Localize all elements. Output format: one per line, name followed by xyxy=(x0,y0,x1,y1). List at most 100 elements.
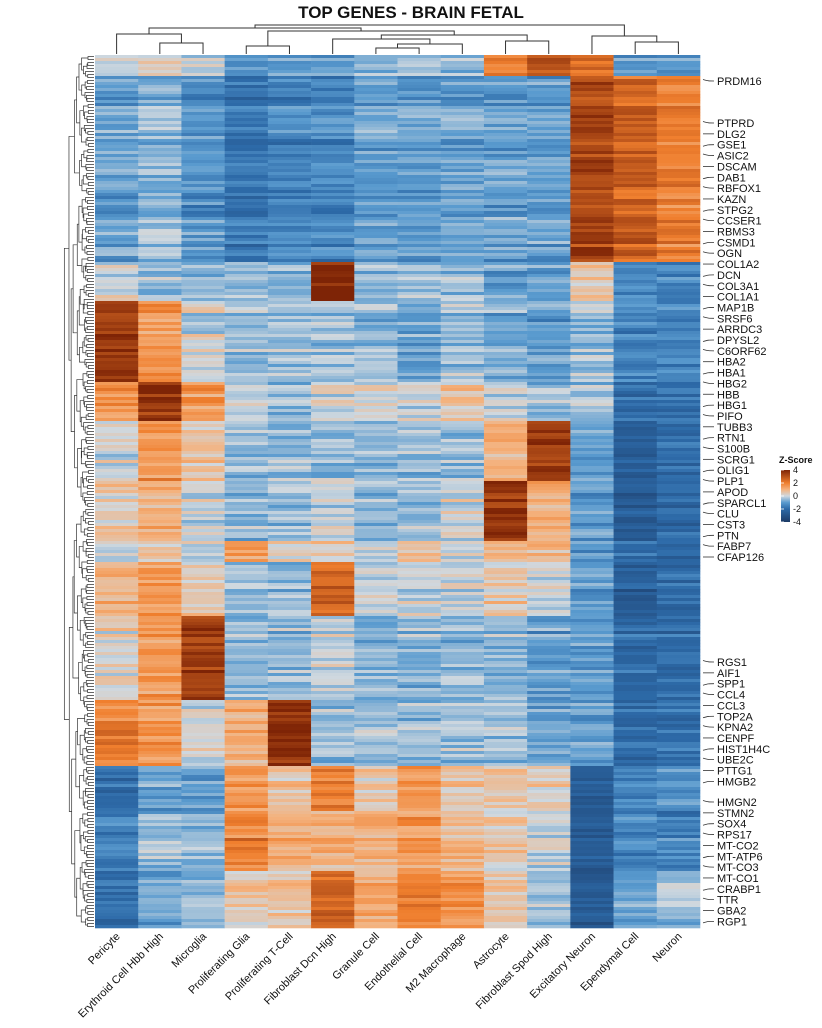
heatmap-cell xyxy=(95,127,139,131)
heatmap-cell xyxy=(613,493,658,497)
heatmap-cell xyxy=(570,172,614,176)
heatmap-cell xyxy=(181,262,225,266)
heatmap-cell xyxy=(656,73,701,77)
heatmap-cell xyxy=(397,106,442,110)
heatmap-cell xyxy=(311,892,355,896)
heatmap-cell xyxy=(397,454,442,458)
heatmap-cell xyxy=(354,583,398,587)
heatmap-cell xyxy=(95,619,139,623)
heatmap-cell xyxy=(181,757,225,761)
heatmap-cell xyxy=(397,583,442,587)
heatmap-cell xyxy=(440,856,485,860)
heatmap-cell xyxy=(267,613,312,617)
heatmap-cell xyxy=(95,94,139,98)
heatmap-cell xyxy=(397,379,442,383)
heatmap-cell xyxy=(138,688,182,692)
heatmap-cell xyxy=(397,781,442,785)
heatmap-cell xyxy=(483,439,528,443)
heatmap-cell xyxy=(267,436,312,440)
heatmap-cell xyxy=(483,655,528,659)
heatmap-cell xyxy=(527,469,571,473)
heatmap-cell xyxy=(224,670,269,674)
heatmap-cell xyxy=(267,502,312,506)
heatmap-cell xyxy=(483,280,528,284)
heatmap-cell xyxy=(95,736,139,740)
heatmap-cell xyxy=(224,646,269,650)
heatmap-cell xyxy=(570,106,614,110)
dendrogram-branch xyxy=(82,748,87,761)
heatmap-cell xyxy=(181,883,225,887)
heatmap-cell xyxy=(397,625,442,629)
dendrogram-branch xyxy=(79,818,83,844)
heatmap-cell xyxy=(656,808,701,812)
heatmap-cell xyxy=(138,532,182,536)
heatmap-cell xyxy=(397,814,442,818)
dendrogram-branch xyxy=(87,425,94,429)
heatmap-cell xyxy=(95,715,139,719)
heatmap-cell xyxy=(138,667,182,671)
heatmap-cell xyxy=(397,421,442,425)
heatmap-cell xyxy=(95,61,139,65)
heatmap-cell xyxy=(181,661,225,665)
heatmap-cell xyxy=(311,97,355,101)
heatmap-cell xyxy=(138,142,182,146)
heatmap-cell xyxy=(483,481,528,485)
heatmap-cell xyxy=(440,307,485,311)
heatmap-cell xyxy=(95,508,139,512)
heatmap-cell xyxy=(95,637,139,641)
heatmap-cell xyxy=(527,172,571,176)
heatmap-cell xyxy=(181,169,225,173)
heatmap-cell xyxy=(95,847,139,851)
heatmap-cell xyxy=(267,913,312,917)
heatmap-cell xyxy=(656,754,701,758)
heatmap-cell xyxy=(397,532,442,536)
heatmap-cell xyxy=(311,328,355,332)
dendrogram-branch xyxy=(87,830,94,834)
heatmap-cell xyxy=(397,526,442,530)
heatmap-cell xyxy=(138,199,182,203)
heatmap-cell xyxy=(440,670,485,674)
heatmap-cell xyxy=(527,859,571,863)
heatmap-cell xyxy=(138,421,182,425)
heatmap-cell xyxy=(181,820,225,824)
heatmap-cell xyxy=(181,439,225,443)
heatmap-cell xyxy=(354,823,398,827)
heatmap-cell xyxy=(267,655,312,659)
heatmap-cell xyxy=(656,913,701,917)
dendrogram-branch xyxy=(87,917,94,921)
heatmap-cell xyxy=(397,646,442,650)
heatmap-cell xyxy=(570,355,614,359)
heatmap-cell xyxy=(224,352,269,356)
heatmap-cell xyxy=(613,889,658,893)
heatmap-cell xyxy=(224,199,269,203)
heatmap-cell xyxy=(483,781,528,785)
heatmap-cell xyxy=(397,427,442,431)
heatmap-cell xyxy=(95,115,139,119)
heatmap-cell xyxy=(397,217,442,221)
heatmap-cell xyxy=(138,856,182,860)
heatmap-cell xyxy=(138,307,182,311)
heatmap-cell xyxy=(440,445,485,449)
dendrogram-branch xyxy=(87,512,94,516)
heatmap-cell xyxy=(354,652,398,656)
heatmap-cell xyxy=(527,787,571,791)
heatmap-cell xyxy=(483,799,528,803)
heatmap-cell xyxy=(95,538,139,542)
heatmap-cell xyxy=(397,520,442,524)
heatmap-cell xyxy=(224,115,269,119)
heatmap-cell xyxy=(138,106,182,110)
heatmap-cell xyxy=(613,805,658,809)
heatmap-cell xyxy=(354,397,398,401)
heatmap-cell xyxy=(440,190,485,194)
heatmap-cell xyxy=(354,901,398,905)
heatmap-cell xyxy=(397,544,442,548)
heatmap-cell xyxy=(613,127,658,131)
heatmap-cell xyxy=(440,643,485,647)
heatmap-cell xyxy=(311,406,355,410)
heatmap-cell xyxy=(181,337,225,341)
heatmap-cell xyxy=(311,148,355,152)
heatmap-cell xyxy=(267,568,312,572)
heatmap-cell xyxy=(224,847,269,851)
gene-label-connector xyxy=(702,404,715,407)
heatmap-cell xyxy=(483,247,528,251)
